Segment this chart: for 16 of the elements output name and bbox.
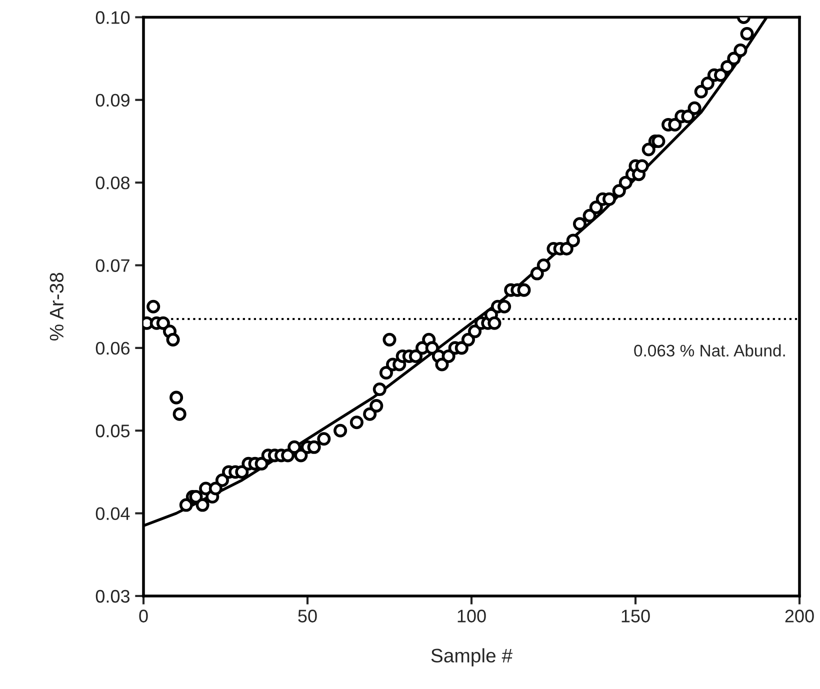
y-tick-label: 0.06 — [96, 342, 130, 355]
x-tick-label: 200 — [785, 610, 814, 622]
y-tick-label: 0.05 — [96, 424, 130, 438]
y-tick-label: 0.07 — [96, 259, 130, 272]
x-tick-label: 50 — [298, 610, 317, 622]
x-axis-title: Sample # — [431, 648, 512, 666]
x-tick-label: 100 — [458, 610, 486, 622]
y-tick-label: 0.08 — [96, 176, 130, 190]
y-tick-label: 0.10 — [96, 11, 130, 24]
x-tick-label: 0 — [139, 610, 148, 622]
ref-line-label: 0.063 % Nat. Abund. — [634, 344, 785, 357]
y-tick-label: 0.03 — [96, 590, 130, 603]
y-axis-title: % Ar-38 — [50, 272, 64, 340]
x-tick-label: 150 — [622, 610, 650, 622]
y-tick-label: 0.04 — [96, 507, 130, 520]
y-tick-label: 0.09 — [96, 94, 130, 107]
